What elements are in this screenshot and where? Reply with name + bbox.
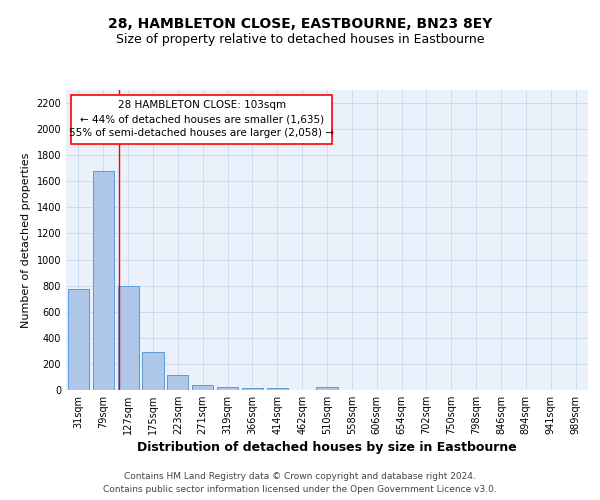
Bar (316, 388, 338, 390)
Text: 28 HAMBLETON CLOSE: 103sqm: 28 HAMBLETON CLOSE: 103sqm (118, 100, 286, 110)
Bar (167, 375, 188, 390)
Bar (142, 352, 164, 390)
Bar (217, 387, 238, 390)
Y-axis label: Number of detached properties: Number of detached properties (21, 152, 31, 328)
Bar (192, 385, 213, 390)
Text: ← 44% of detached houses are smaller (1,635): ← 44% of detached houses are smaller (1,… (80, 114, 324, 124)
Text: 28, HAMBLETON CLOSE, EASTBOURNE, BN23 8EY: 28, HAMBLETON CLOSE, EASTBOURNE, BN23 8E… (108, 18, 492, 32)
Text: 55% of semi-detached houses are larger (2,058) →: 55% of semi-detached houses are larger (… (69, 128, 334, 138)
Text: Size of property relative to detached houses in Eastbourne: Size of property relative to detached ho… (116, 32, 484, 46)
Bar (118, 286, 139, 390)
Bar (93, 171, 114, 390)
Text: Contains HM Land Registry data © Crown copyright and database right 2024.
Contai: Contains HM Land Registry data © Crown c… (103, 472, 497, 494)
Bar (242, 388, 263, 390)
Bar (68, 289, 89, 390)
Bar (267, 388, 288, 390)
X-axis label: Distribution of detached houses by size in Eastbourne: Distribution of detached houses by size … (137, 441, 517, 454)
FancyBboxPatch shape (71, 94, 332, 144)
